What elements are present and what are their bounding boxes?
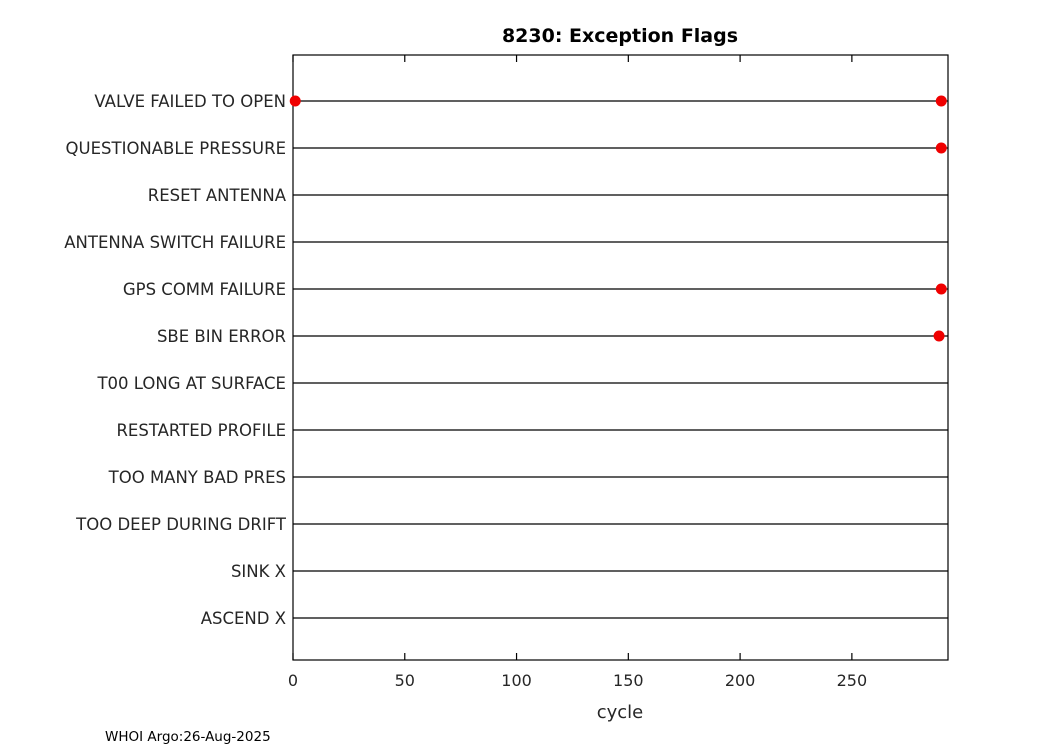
flag-marker — [935, 283, 947, 295]
category-label: T00 LONG AT SURFACE — [96, 374, 286, 393]
x-tick-label: 250 — [837, 671, 868, 690]
footer-annotation: WHOI Argo:26-Aug-2025 — [105, 729, 271, 745]
x-axis-ticks: 0 50 100 150 200 250 — [288, 55, 867, 690]
category-label: TOO DEEP DURING DRIFT — [75, 515, 287, 534]
category-label: TOO MANY BAD PRES — [108, 468, 286, 487]
category-label: RESTARTED PROFILE — [116, 421, 286, 440]
x-tick-label: 150 — [613, 671, 644, 690]
plot-box — [292, 54, 949, 661]
x-tick-label: 0 — [288, 671, 298, 690]
category-label: ANTENNA SWITCH FAILURE — [64, 233, 286, 252]
category-label: VALVE FAILED TO OPEN — [94, 92, 286, 111]
category-label: RESET ANTENNA — [148, 186, 287, 205]
x-tick-label: 50 — [395, 671, 415, 690]
plot-border — [292, 54, 949, 661]
category-labels: VALVE FAILED TO OPEN QUESTIONABLE PRESSUR… — [64, 92, 287, 628]
chart-title: 8230: Exception Flags — [502, 25, 738, 47]
category-label: SBE BIN ERROR — [157, 327, 286, 346]
x-tick-label: 100 — [501, 671, 532, 690]
category-label: GPS COMM FAILURE — [123, 280, 286, 299]
flag-marker — [935, 142, 947, 154]
flag-marker — [935, 95, 947, 107]
flag-marker — [933, 330, 945, 342]
x-tick-label: 200 — [725, 671, 756, 690]
flag-marker — [289, 95, 301, 107]
category-lines — [293, 100, 948, 619]
x-axis-label: cycle — [597, 702, 644, 723]
category-label: SINK X — [231, 562, 286, 581]
category-label: ASCEND X — [201, 609, 286, 628]
flag-markers — [289, 95, 947, 342]
category-label: QUESTIONABLE PRESSURE — [66, 139, 286, 158]
